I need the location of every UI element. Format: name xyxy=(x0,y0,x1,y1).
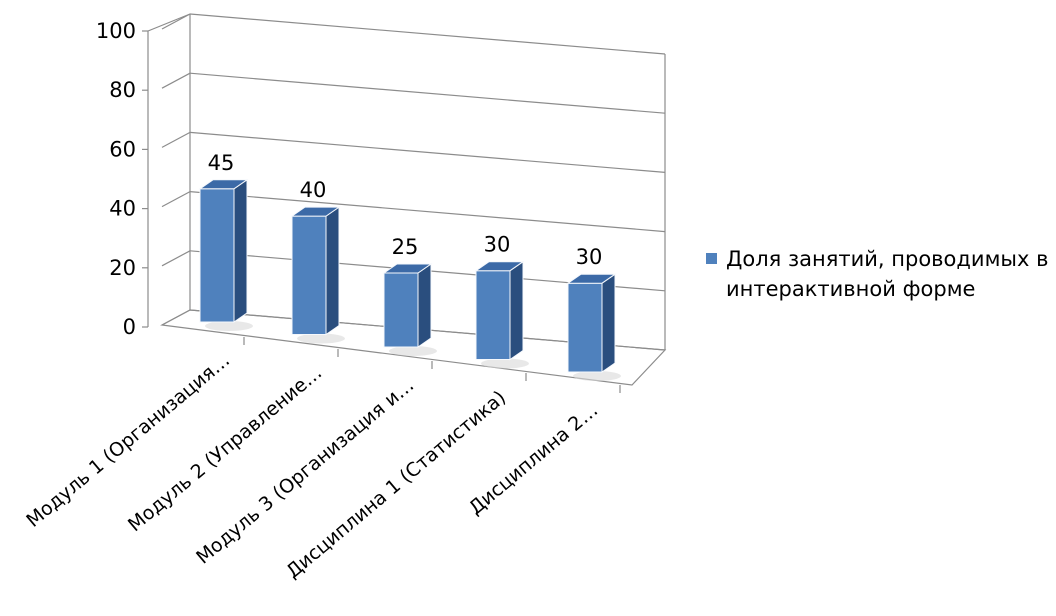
bar xyxy=(474,260,529,369)
bar xyxy=(198,178,253,331)
y-tick-label: 0 xyxy=(123,315,136,339)
legend-label: Доля занятий, проводимых в интерактивной… xyxy=(726,247,1049,301)
bar xyxy=(382,263,437,356)
floor xyxy=(160,309,667,386)
gridline xyxy=(161,72,666,114)
bar xyxy=(290,206,345,344)
x-tick-label: Модуль 1 (Организация… xyxy=(22,349,234,532)
y-tick-label: 100 xyxy=(96,19,136,43)
data-label: 30 xyxy=(576,245,603,269)
gridline xyxy=(161,131,666,173)
y-tick-label: 60 xyxy=(109,137,136,161)
y-tick-label: 20 xyxy=(109,256,136,280)
x-tick-label: Модуль 2 (Управление… xyxy=(124,361,326,536)
data-label: 45 xyxy=(208,151,235,175)
legend-swatch xyxy=(706,253,717,264)
gridline xyxy=(161,191,666,233)
bar xyxy=(566,273,621,381)
data-label: 25 xyxy=(392,235,419,259)
x-tick-label: Дисциплина 1 (Статистика) xyxy=(282,386,510,582)
data-label: 30 xyxy=(484,233,511,257)
data-labels: 45 40 25 30 30 xyxy=(208,151,603,269)
y-tick-label: 40 xyxy=(109,197,136,221)
x-tick-label: Модуль 3 (Организация и… xyxy=(192,374,418,569)
gridline xyxy=(161,13,666,55)
y-tick-label: 80 xyxy=(109,78,136,102)
bars xyxy=(198,178,621,381)
category-labels: Модуль 1 (Организация…Модуль 2 (Управлен… xyxy=(22,349,602,583)
axes: 0 20 40 60 80 100 xyxy=(96,13,667,393)
data-label: 40 xyxy=(300,178,327,202)
